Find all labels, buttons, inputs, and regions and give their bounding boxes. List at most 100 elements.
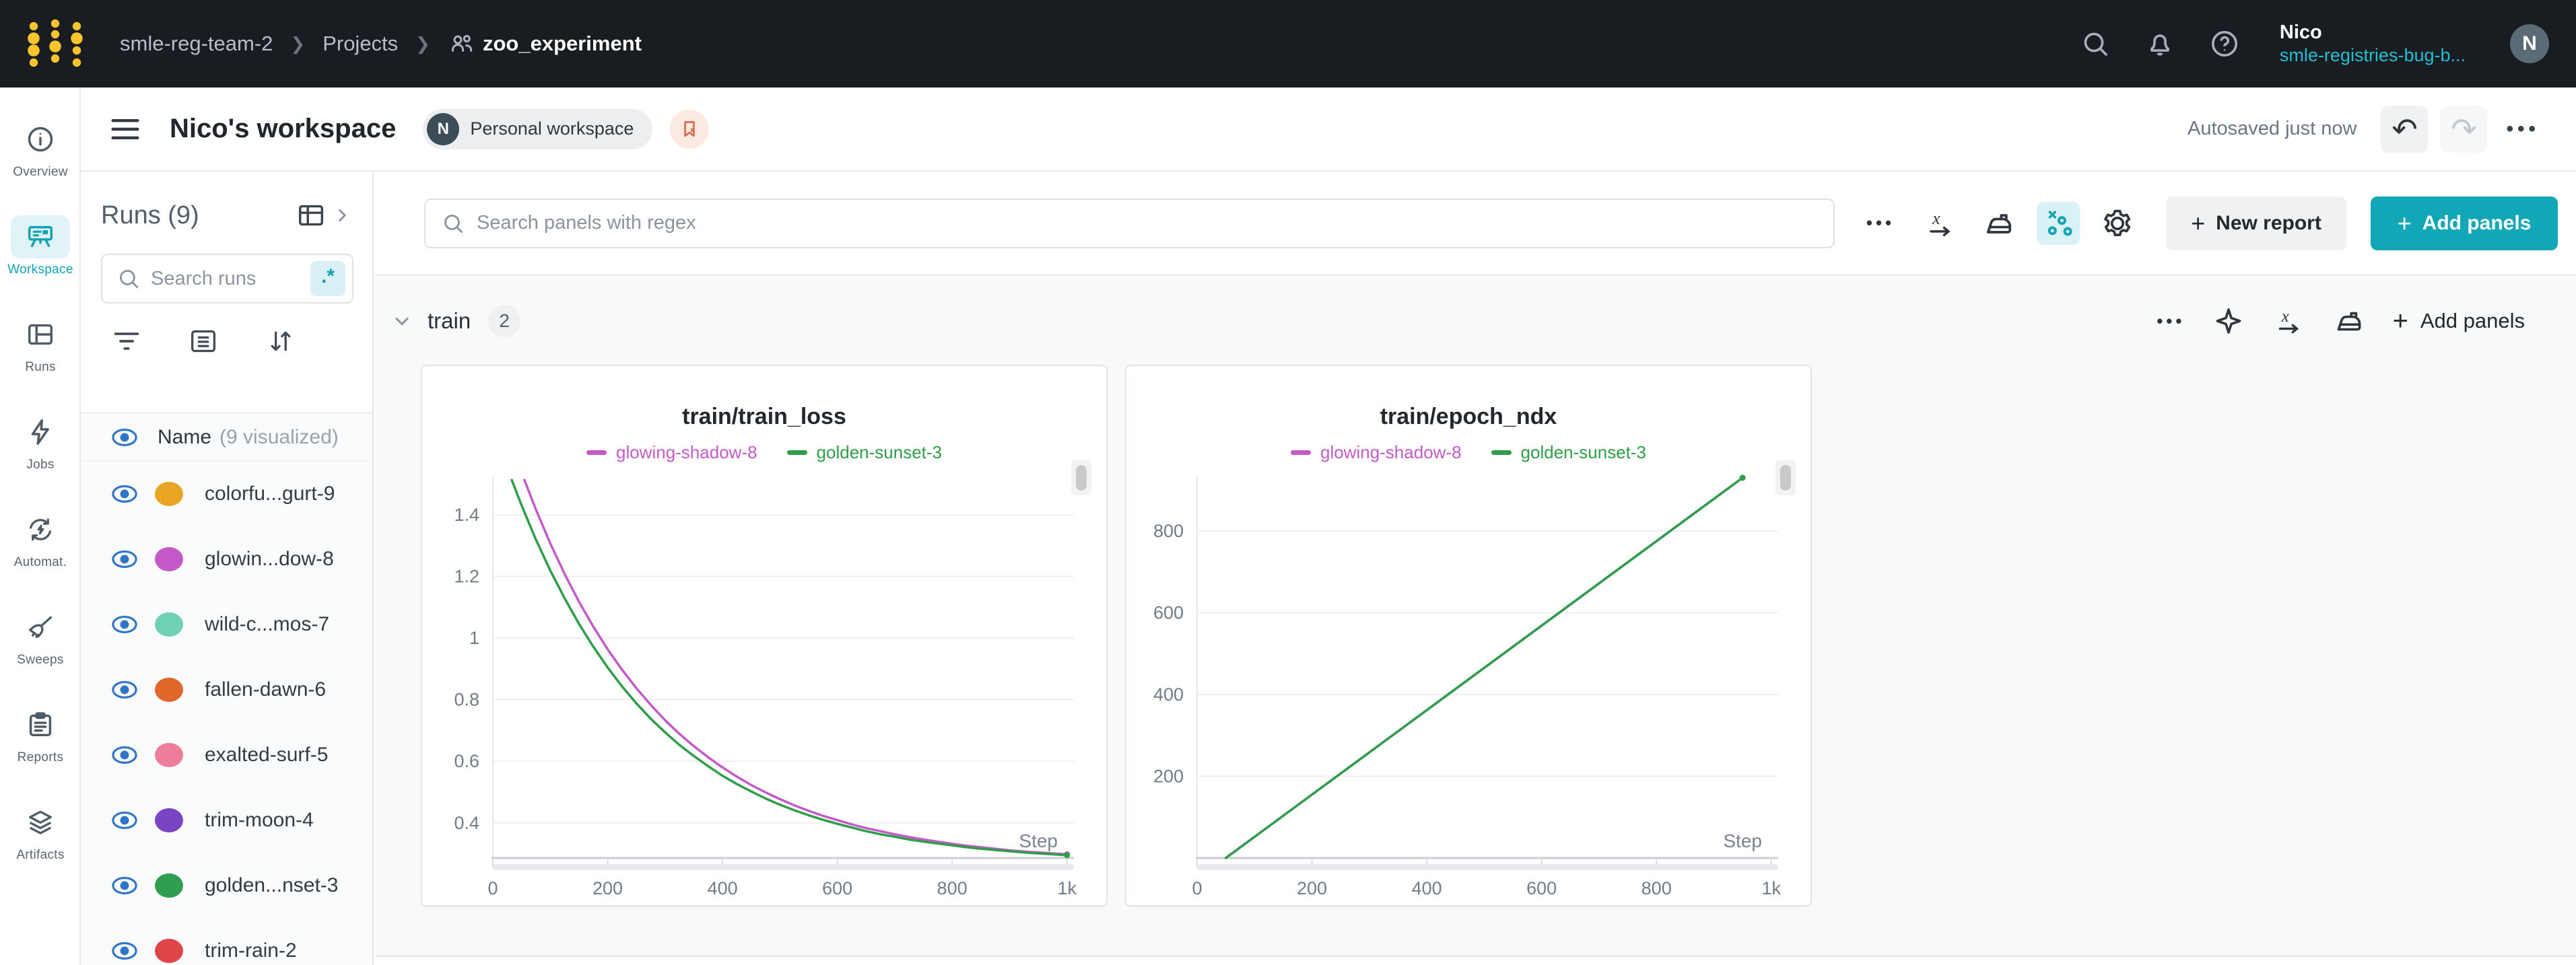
workspace-overflow-menu[interactable]: ••• <box>2506 117 2540 140</box>
undo-button[interactable]: ↶ <box>2381 105 2429 153</box>
x-axis-settings-icon[interactable]: x <box>1918 202 1961 245</box>
section-magic-sparkle-icon[interactable] <box>2212 305 2245 337</box>
visibility-eye-icon[interactable] <box>110 875 139 896</box>
run-row[interactable]: glowin...dow-8 <box>81 526 372 592</box>
nav-search-icon[interactable] <box>2076 25 2114 63</box>
run-name: wild-c...mos-7 <box>205 612 330 635</box>
workspace-mode-label: Personal workspace <box>470 118 634 139</box>
sidebar-item-sweeps[interactable]: Sweeps <box>0 606 81 694</box>
visibility-eye-icon[interactable] <box>110 427 139 448</box>
legend-item[interactable]: glowing-shadow-8 <box>1290 442 1462 463</box>
run-row[interactable]: golden...nset-3 <box>81 853 372 918</box>
user-menu[interactable]: Nico smle-registries-bug-b... <box>2280 20 2466 67</box>
collapse-sidebar-icon[interactable] <box>110 118 140 141</box>
visibility-eye-icon[interactable] <box>110 744 139 766</box>
visibility-eye-icon[interactable] <box>110 548 139 570</box>
breadcrumb-project[interactable]: zoo_experiment <box>482 32 642 55</box>
run-color-dot <box>155 873 183 898</box>
legend-item[interactable]: golden-sunset-3 <box>786 442 942 463</box>
workspace-header: Nico's workspace N Personal workspace Au… <box>81 87 2576 172</box>
run-row[interactable]: colorfu...gurt-9 <box>81 461 372 526</box>
sort-runs-icon[interactable] <box>265 328 295 355</box>
layers-icon <box>11 801 70 844</box>
run-row[interactable]: exalted-surf-5 <box>81 722 372 787</box>
section-title[interactable]: train <box>428 308 471 333</box>
show-original-data-icon[interactable] <box>2037 201 2080 245</box>
line-chart-epoch-ndx[interactable]: 200 400 600 800 0 200 400 600 800 1k Step <box>1126 467 1813 908</box>
legend-item[interactable]: golden-sunset-3 <box>1491 442 1646 463</box>
sidebar-item-jobs[interactable]: Jobs <box>0 410 81 499</box>
filter-runs-icon[interactable] <box>112 328 141 355</box>
smoothing-iron-icon[interactable] <box>1977 202 2021 245</box>
svg-text:0: 0 <box>1192 878 1202 898</box>
section-collapse-chevron-icon[interactable] <box>390 309 414 333</box>
top-navbar: smle-reg-team-2 ❯ Projects ❯ zoo_experim… <box>0 0 2576 87</box>
svg-text:600: 600 <box>1153 602 1184 622</box>
new-report-button[interactable]: + New report <box>2166 196 2346 250</box>
regex-toggle-button[interactable]: .* <box>310 261 345 296</box>
visibility-eye-icon[interactable] <box>110 679 139 701</box>
sidebar-item-label: Reports <box>17 750 64 764</box>
svg-text:800: 800 <box>1153 521 1184 541</box>
visibility-eye-icon[interactable] <box>110 614 139 635</box>
line-chart-train-loss[interactable]: 0.4 0.6 0.8 1 1.2 1.4 0 200 400 600 800 1k Step <box>422 467 1109 908</box>
expand-runs-chevron-icon[interactable] <box>331 204 353 227</box>
name-column-header: Name <box>158 425 212 448</box>
visibility-all-eye-icon[interactable] <box>110 427 139 448</box>
sidebar-item-runs[interactable]: Runs <box>0 313 81 402</box>
runs-table-toggle-icon[interactable] <box>296 200 327 231</box>
redo-button[interactable]: ↷ <box>2440 105 2488 153</box>
panel-search-input[interactable] <box>477 212 1756 234</box>
panel-scrollbar[interactable] <box>1775 460 1796 495</box>
visibility-eye-icon[interactable] <box>110 940 139 962</box>
runs-search-input[interactable] <box>151 267 299 290</box>
section-add-panels-button[interactable]: + Add panels <box>2392 306 2525 336</box>
chart-panel-train-loss[interactable]: train/train_loss glowing-shadow-8 golden-… <box>421 365 1108 906</box>
svg-text:Step: Step <box>1019 830 1058 851</box>
section-panel-count: 2 <box>488 305 521 337</box>
chart-panel-epoch-ndx[interactable]: train/epoch_ndx glowing-shadow-8 golden-s… <box>1125 365 1812 906</box>
group-runs-icon[interactable] <box>189 328 218 355</box>
section-x-axis-icon[interactable]: x <box>2272 304 2305 338</box>
run-row[interactable]: wild-c...mos-7 <box>81 592 372 657</box>
svg-text:1.4: 1.4 <box>454 505 479 525</box>
sidebar-item-workspace[interactable]: Workspace <box>0 215 81 304</box>
workspace-settings-gear-icon[interactable] <box>2096 202 2139 245</box>
breadcrumb-projects[interactable]: Projects <box>323 32 399 55</box>
run-row[interactable]: trim-rain-2 <box>81 918 372 965</box>
svg-text:1k: 1k <box>1762 878 1782 898</box>
toolbar-overflow-menu[interactable]: ••• <box>1866 213 1895 233</box>
svg-text:Step: Step <box>1723 830 1762 851</box>
notifications-bell-icon[interactable] <box>2141 25 2179 63</box>
section-iron-icon[interactable] <box>2332 304 2366 338</box>
user-avatar[interactable]: N <box>2510 24 2549 63</box>
sidebar-item-overview[interactable]: Overview <box>0 118 81 207</box>
sidebar-item-reports[interactable]: Reports <box>0 703 81 792</box>
legend-item[interactable]: glowing-shadow-8 <box>586 442 757 463</box>
panel-scrollbar[interactable] <box>1071 460 1091 495</box>
run-color-dot <box>155 808 183 832</box>
search-icon <box>120 270 139 289</box>
autosave-status: Autosaved just now <box>2188 118 2357 139</box>
wandb-logo-icon[interactable] <box>23 15 88 72</box>
add-panels-button[interactable]: + Add panels <box>2371 196 2558 250</box>
runs-panel-title: Runs (9) <box>101 201 199 229</box>
help-icon[interactable] <box>2206 25 2243 63</box>
run-color-dot <box>155 546 183 571</box>
breadcrumb-team[interactable]: smle-reg-team-2 <box>120 32 273 55</box>
svg-text:0.4: 0.4 <box>454 813 479 833</box>
svg-text:x: x <box>2280 308 2289 326</box>
workspace-mode-pill[interactable]: N Personal workspace <box>423 108 653 149</box>
visibility-eye-icon[interactable] <box>110 483 139 505</box>
section-overflow-menu[interactable]: ••• <box>2157 310 2185 331</box>
sidebar-item-label: Overview <box>13 165 68 179</box>
run-row[interactable]: fallen-dawn-6 <box>81 657 372 722</box>
svg-text:200: 200 <box>1297 878 1327 898</box>
clear-workspace-icon[interactable] <box>670 109 710 149</box>
sidebar-item-automat[interactable]: Automat. <box>0 508 81 597</box>
visibility-eye-icon[interactable] <box>110 810 139 831</box>
sidebar-item-artifacts[interactable]: Artifacts <box>0 801 81 890</box>
run-row[interactable]: trim-moon-4 <box>81 787 372 853</box>
svg-text:0.8: 0.8 <box>454 690 479 710</box>
legend-run-name: glowing-shadow-8 <box>1320 442 1462 462</box>
